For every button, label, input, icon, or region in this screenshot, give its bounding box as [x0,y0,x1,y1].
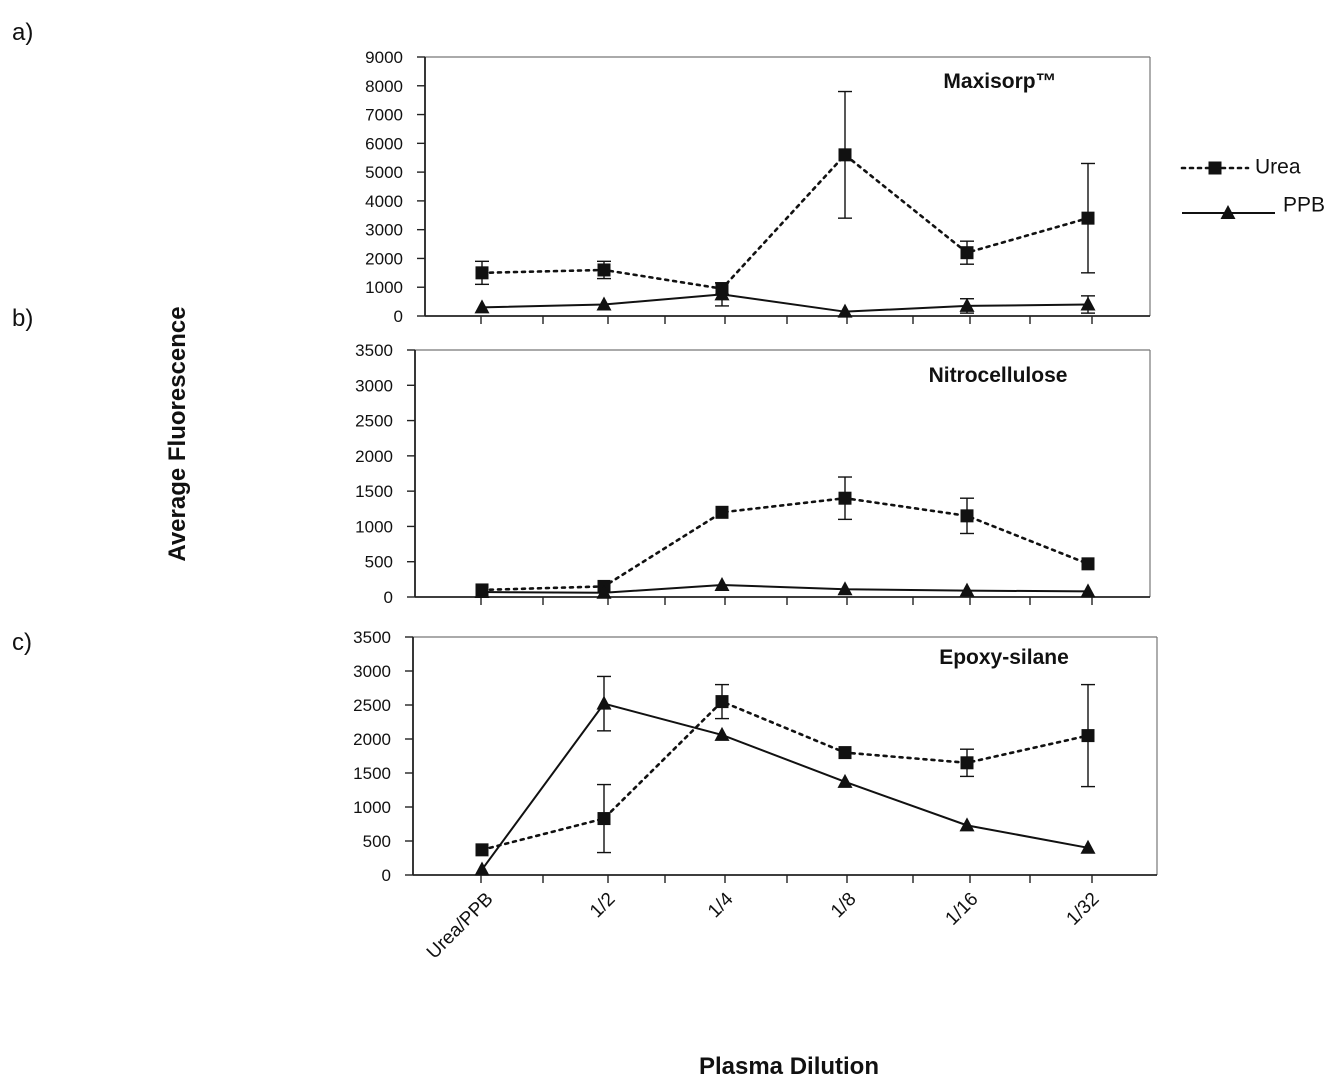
y-tick-label: 1500 [355,482,393,501]
y-tick-label: 1000 [355,517,393,536]
data-point-ppb [837,773,853,788]
data-point-ppb [596,296,612,311]
data-point-ppb [714,726,730,741]
y-tick-label: 3500 [353,628,391,647]
y-tick-label: 2000 [365,249,403,268]
data-point-ppb [1080,839,1096,854]
data-point-urea [597,812,611,826]
y-tick-label: 500 [365,553,393,572]
data-point-ppb [959,297,975,312]
data-point-urea [475,266,489,280]
legend: Urea PPB [1180,156,1325,219]
y-tick-label: 5000 [365,163,403,182]
y-tick-label: 3000 [355,376,393,395]
x-category-label: Urea/PPB [423,889,498,964]
data-point-urea [960,246,974,260]
y-tick-label: 0 [384,588,393,607]
y-tick-label: 0 [382,866,391,885]
y-tick-label: 7000 [365,106,403,125]
panel-1: a) Maxisorp™ 0 1000 2000 3000 4000 5000 6000 7000… [12,19,1151,326]
series-line-ppb [481,293,1089,313]
chart-panels: a)Maxisorp™01000200030004000500060007000… [12,19,1158,885]
data-point-urea [1081,211,1095,225]
data-point-ppb [837,303,853,318]
x-axis-title: Plasma Dilution [699,1053,879,1080]
series-line-urea [480,153,1090,291]
x-category-labels: Urea/PPB 1/2 1/4 1/8 1/16 1/32 [423,888,1104,963]
x-category-label: 1/16 [942,889,983,930]
data-point-urea [475,843,489,857]
data-point-urea [960,756,974,770]
panel-letter: c) [12,629,32,656]
data-point-urea [715,695,729,709]
panel-3: c) Epoxy-silane 0 500 1000 1500 2000 2500 3000 35… [12,628,1158,885]
data-point-urea [715,505,729,519]
data-point-ppb [714,286,730,301]
data-point-ppb [474,861,490,876]
y-tick-label: 1000 [353,798,391,817]
y-tick-label: 0 [394,307,403,326]
y-tick-label: 6000 [365,134,403,153]
data-point-urea [597,263,611,277]
data-point-urea [960,509,974,523]
data-point-ppb [474,584,490,599]
y-tick-label: 2000 [353,730,391,749]
y-tick-label: 4000 [365,192,403,211]
data-point-urea [838,491,852,505]
legend-label-ppb: PPB [1283,194,1325,217]
data-point-ppb [1080,296,1096,311]
y-tick-label: 8000 [365,77,403,96]
data-point-ppb [1080,583,1096,598]
y-tick-label: 1500 [353,764,391,783]
series-line-urea [480,700,1090,852]
x-category-label: 1/4 [704,888,738,922]
y-tick-label: 500 [363,832,391,851]
data-point-ppb [959,582,975,597]
series-line-urea [480,496,1090,592]
data-point-urea [838,148,852,162]
y-tick-label: 3000 [353,662,391,681]
data-point-ppb [959,817,975,832]
data-point-ppb [596,695,612,710]
data-point-ppb [596,584,612,599]
data-point-urea [1081,729,1095,743]
y-tick-label: 2000 [355,447,393,466]
y-tick-label: 9000 [365,48,403,67]
x-category-label: 1/32 [1063,889,1104,930]
legend-marker-ppb [1220,205,1236,219]
series-line-ppb [481,584,1089,594]
series-line-ppb [481,702,1089,871]
data-point-ppb [837,581,853,596]
legend-label-urea: Urea [1255,156,1301,179]
x-category-label: 1/8 [827,889,861,923]
y-tick-label: 3000 [365,221,403,240]
y-tick-label: 1000 [365,278,403,297]
data-point-urea [838,746,852,760]
panel-title: Nitrocellulose [929,364,1068,387]
data-point-ppb [714,577,730,592]
panel-2: b) Nitrocellulose 0 500 1000 1500 2000 2500 3000… [12,305,1151,607]
y-tick-label: 3500 [355,341,393,360]
x-category-label: 1/2 [586,889,620,923]
y-tick-label: 2500 [353,696,391,715]
panel-title: Epoxy-silane [939,646,1069,669]
data-point-ppb [474,299,490,314]
data-point-urea [1081,557,1095,571]
y-axis-title: Average Fluorescence [164,306,191,561]
panel-letter: b) [12,305,33,332]
panel-letter: a) [12,19,33,46]
panel-title: Maxisorp™ [943,70,1056,93]
y-tick-label: 2500 [355,412,393,431]
legend-marker-urea [1208,161,1222,175]
